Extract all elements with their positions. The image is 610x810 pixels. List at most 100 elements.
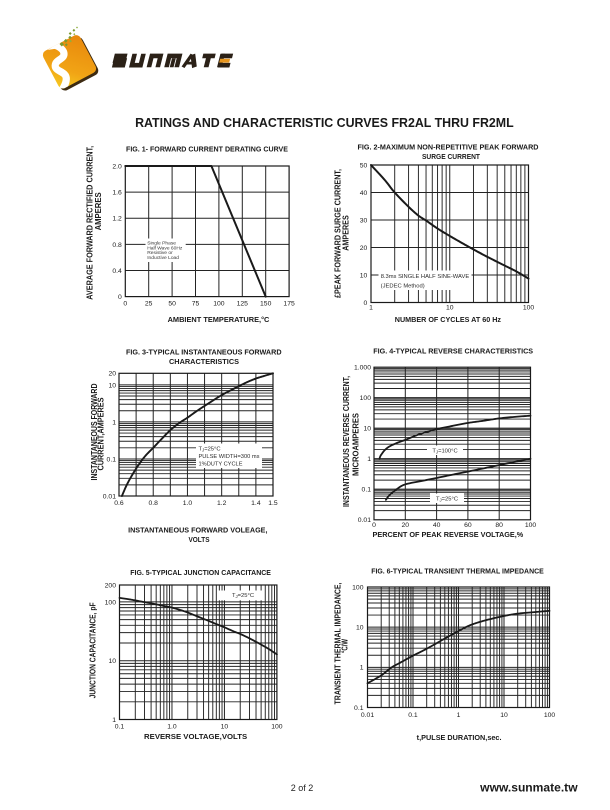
svg-text:1: 1 — [367, 456, 371, 463]
svg-text:£PEAK FORWARD SURGE CURRENT,: £PEAK FORWARD SURGE CURRENT, — [334, 169, 343, 298]
svg-text:10: 10 — [356, 625, 364, 632]
svg-text:0: 0 — [372, 522, 376, 529]
svg-text:0.01: 0.01 — [361, 712, 374, 719]
svg-text:0.8: 0.8 — [148, 500, 158, 507]
svg-text:INSTANTANEOUS FORWARD VOLEAGE,: INSTANTANEOUS FORWARD VOLEAGE, — [128, 526, 267, 535]
svg-text:0.4: 0.4 — [112, 268, 122, 275]
svg-text:TRANSIENT THERMAL IMPEDANCE,: TRANSIENT THERMAL IMPEDANCE, — [334, 583, 343, 705]
svg-text:75: 75 — [192, 301, 200, 308]
svg-text:0: 0 — [118, 294, 122, 301]
svg-text:1: 1 — [457, 712, 461, 719]
svg-text:0.8: 0.8 — [112, 242, 122, 249]
svg-text:FIG. 2-MAXIMUM NON-REPETITIVE: FIG. 2-MAXIMUM NON-REPETITIVE PEAK FORWA… — [358, 143, 540, 152]
svg-text:1.5: 1.5 — [268, 500, 278, 507]
svg-text:10: 10 — [446, 305, 454, 312]
svg-text:0.01: 0.01 — [358, 517, 371, 524]
svg-text:0: 0 — [364, 300, 368, 307]
svg-text:AVERAGE FORWARD RECTIFIED CURR: AVERAGE FORWARD RECTIFIED CURRENT, — [86, 146, 95, 300]
svg-text:FIG. 1- FORWARD CURRENT DERATI: FIG. 1- FORWARD CURRENT DERATING CURVE — [126, 145, 288, 154]
svg-text:100: 100 — [544, 712, 556, 719]
svg-text:1: 1 — [369, 305, 373, 312]
svg-text:TJ=25°C: TJ=25°C — [199, 446, 221, 452]
svg-text:10: 10 — [363, 426, 371, 433]
svg-text:1.0: 1.0 — [167, 723, 177, 730]
svg-text:0.6: 0.6 — [114, 500, 124, 507]
svg-text:CURRENT,AMPERES: CURRENT,AMPERES — [97, 397, 106, 471]
svg-text:125: 125 — [237, 301, 249, 308]
svg-text:RATINGS AND CHARACTERISTIC CUR: RATINGS AND CHARACTERISTIC CURVES FR2AL … — [135, 116, 514, 130]
svg-text:Resistive or: Resistive or — [147, 250, 173, 256]
svg-text:1: 1 — [112, 717, 116, 724]
svg-text:Single Phase: Single Phase — [147, 240, 176, 246]
svg-text:1: 1 — [360, 665, 364, 672]
svg-text:0: 0 — [123, 301, 127, 308]
svg-text:40: 40 — [433, 522, 441, 529]
svg-text:20: 20 — [402, 522, 410, 529]
svg-text:0.1: 0.1 — [362, 487, 372, 494]
svg-text:40: 40 — [360, 190, 368, 197]
svg-text:Inductive Load: Inductive Load — [147, 255, 179, 261]
svg-text:°C/W: °C/W — [341, 639, 350, 653]
svg-text:TJ=100°C: TJ=100°C — [432, 448, 457, 454]
svg-text:10: 10 — [108, 382, 116, 389]
svg-text:JUNCTION CAPACITANCE, pF: JUNCTION CAPACITANCE, pF — [89, 602, 98, 698]
svg-text:1.6: 1.6 — [112, 190, 122, 197]
svg-text:1%DUTY CYCLE: 1%DUTY CYCLE — [199, 462, 243, 468]
svg-text:150: 150 — [260, 301, 272, 308]
svg-text:AMPERES: AMPERES — [94, 192, 103, 231]
svg-text:0.1: 0.1 — [115, 723, 125, 730]
svg-text:100: 100 — [525, 522, 537, 529]
svg-text:Half Wave 60Hz: Half Wave 60Hz — [147, 245, 183, 251]
svg-text:NUMBER OF CYCLES AT 60 Hz: NUMBER OF CYCLES AT 60 Hz — [395, 315, 502, 324]
svg-text:10: 10 — [360, 272, 368, 279]
svg-text:PERCENT OF PEAK REVERSE VOLTAG: PERCENT OF PEAK REVERSE VOLTAGE,% — [373, 530, 524, 539]
svg-text:1.0: 1.0 — [183, 500, 193, 507]
svg-text:FIG. 3-TYPICAL INSTANTANEOUS F: FIG. 3-TYPICAL INSTANTANEOUS FORWARD — [126, 347, 282, 356]
svg-text:TJ=25°C: TJ=25°C — [436, 496, 458, 502]
svg-text:INSTANTANEOUS FORWARD: INSTANTANEOUS FORWARD — [90, 383, 99, 480]
svg-text:AMPERES: AMPERES — [342, 215, 351, 251]
svg-text:INSTANTANEOUS REVERSE CURRENT,: INSTANTANEOUS REVERSE CURRENT, — [342, 376, 351, 507]
svg-text:100: 100 — [105, 599, 117, 606]
svg-text:60: 60 — [464, 522, 472, 529]
svg-text:100: 100 — [352, 584, 364, 591]
svg-text:CHARACTERISTICS: CHARACTERISTICS — [169, 357, 239, 366]
svg-text:50: 50 — [168, 301, 176, 308]
svg-text:REVERSE VOLTAGE,VOLTS: REVERSE VOLTAGE,VOLTS — [144, 732, 247, 741]
svg-text:FIG. 6-TYPICAL TRANSIENT THERM: FIG. 6-TYPICAL TRANSIENT THERMAL IMPEDAN… — [371, 567, 544, 576]
svg-text:2.0: 2.0 — [112, 163, 122, 170]
svg-text:1.000: 1.000 — [354, 365, 371, 372]
svg-text:200: 200 — [105, 582, 117, 589]
svg-text:VOLTS: VOLTS — [189, 535, 210, 544]
svg-text:100: 100 — [523, 305, 535, 312]
svg-text:1.2: 1.2 — [112, 216, 122, 223]
svg-text:MICROAMPERES: MICROAMPERES — [352, 412, 361, 476]
svg-text:FIG. 5-TYPICAL JUNCTION CAPACI: FIG. 5-TYPICAL JUNCTION CAPACITANCE — [130, 568, 271, 577]
svg-text:1.2: 1.2 — [217, 500, 227, 507]
svg-text:50: 50 — [360, 162, 368, 169]
svg-text:80: 80 — [495, 522, 503, 529]
svg-text:10: 10 — [108, 658, 116, 665]
svg-text:AMBIENT TEMPERATURE,°C: AMBIENT TEMPERATURE,°C — [168, 315, 270, 324]
svg-text:100: 100 — [271, 723, 283, 730]
svg-text:0.1: 0.1 — [354, 705, 364, 712]
svg-text:100: 100 — [360, 395, 372, 402]
svg-text:0.01: 0.01 — [103, 493, 116, 500]
svg-text:100: 100 — [213, 301, 225, 308]
svg-text:www.sunmate.tw: www.sunmate.tw — [479, 781, 578, 795]
svg-text:1: 1 — [112, 419, 116, 426]
svg-text:2 of 2: 2 of 2 — [291, 783, 314, 793]
svg-text:30: 30 — [360, 217, 368, 224]
svg-text:175: 175 — [283, 301, 295, 308]
svg-text:10: 10 — [221, 723, 229, 730]
svg-text:TJ=25°C: TJ=25°C — [232, 593, 254, 599]
svg-text:0.1: 0.1 — [408, 712, 418, 719]
svg-text:SURGE CURRENT: SURGE CURRENT — [422, 152, 480, 161]
svg-text:25: 25 — [145, 301, 153, 308]
svg-text:20: 20 — [360, 245, 368, 252]
svg-text:0.1: 0.1 — [107, 456, 117, 463]
svg-text:t,PULSE DURATION,sec.: t,PULSE DURATION,sec. — [417, 733, 502, 742]
svg-text:FIG. 4-TYPICAL REVERSE CHARACT: FIG. 4-TYPICAL REVERSE CHARACTERISTICS — [373, 347, 533, 356]
svg-text:20: 20 — [108, 371, 116, 378]
svg-text:(JEDEC Method): (JEDEC Method) — [381, 283, 425, 289]
